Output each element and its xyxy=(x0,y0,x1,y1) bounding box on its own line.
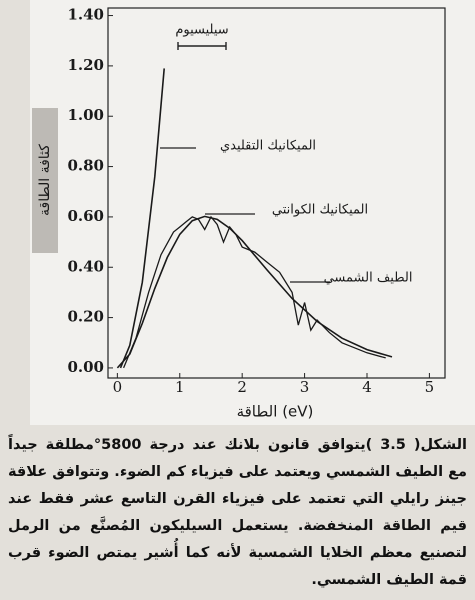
x-tick-label: 1 xyxy=(175,378,185,396)
caption: الشكل( 3.5 )يتوافق قانون بلانك عند درجة … xyxy=(8,437,467,588)
y-tick-label: 0.60 xyxy=(67,207,104,225)
y-tick-label: 0.40 xyxy=(67,257,104,275)
series-line xyxy=(116,215,393,369)
y-tick-label: 1.40 xyxy=(67,6,104,24)
plot-frame xyxy=(107,7,446,379)
chart: كثافة الطاقة الطاقة (eV) 0.00 0.20 0.40 0.6… xyxy=(30,0,475,425)
x-axis-label: الطاقة (eV) xyxy=(237,403,314,421)
y-tick-label: 0.00 xyxy=(67,358,104,376)
y-label-strip xyxy=(32,108,58,253)
y-tick-label: 0.80 xyxy=(67,157,104,175)
x-tick-label: 5 xyxy=(425,378,435,396)
y-axis-label: كثافة الطاقة xyxy=(37,144,53,216)
x-tick-label: 3 xyxy=(300,378,310,396)
chart-background xyxy=(30,0,475,425)
y-tick-label: 1.00 xyxy=(67,106,104,124)
x-tick-label: 2 xyxy=(237,378,247,396)
series-line xyxy=(119,68,165,369)
series-line xyxy=(122,215,386,369)
series-label: الميكانيك التقليدي xyxy=(220,139,316,154)
x-tick-label: 4 xyxy=(362,378,372,396)
annotation: سيليسيوم xyxy=(175,23,228,38)
series-label: الطيف الشمسي xyxy=(324,271,413,286)
y-tick-label: 0.20 xyxy=(67,308,104,326)
y-tick-label: 1.20 xyxy=(67,56,104,74)
x-tick-label: 0 xyxy=(113,378,123,396)
series-label: الميكانيك الكوانتي xyxy=(272,203,368,218)
